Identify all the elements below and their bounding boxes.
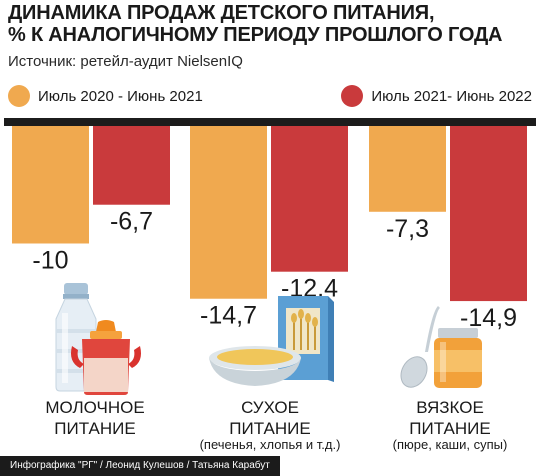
value-label-puree-period-1: -7,3	[386, 215, 429, 243]
baby-food-jar-icon	[434, 328, 482, 388]
category-sub-puree: (пюре, каши, супы)	[392, 437, 508, 452]
category-label-puree: ВЯЗКОЕ ПИТАНИЕ	[375, 397, 525, 439]
category-sub-dry: (печенья, хлопья и т.д.)	[199, 437, 341, 452]
spoon-icon	[400, 306, 440, 388]
bar-puree-period-1	[369, 126, 446, 212]
bar-dairy-period-2	[93, 126, 170, 205]
legend-label-period-2: Июль 2021- Июнь 2022	[371, 87, 532, 105]
category-label-dry-line2: ПИТАНИЕ	[229, 419, 311, 438]
value-label-dairy-period-2: -6,7	[110, 208, 153, 236]
legend-item-period-2: Июль 2021- Июнь 2022	[341, 84, 532, 108]
legend-item-period-1: Июль 2020 - Июнь 2021	[8, 84, 203, 108]
legend-swatch-period-2	[341, 85, 364, 107]
category-label-puree-line1: ВЯЗКОЕ	[416, 398, 484, 417]
porridge-bowl-icon	[209, 346, 301, 386]
legend-swatch-period-1	[8, 85, 30, 107]
value-label-dairy-period-1: -10	[32, 247, 68, 275]
category-label-puree-line2: ПИТАНИЕ	[409, 419, 491, 438]
sippy-cup-icon	[71, 320, 141, 395]
bar-dry-period-2	[271, 126, 348, 272]
category-label-dairy-line1: МОЛОЧНОЕ	[45, 398, 145, 417]
title-line-2: % К АНАЛОГИЧНОМУ ПЕРИОДУ ПРОШЛОГО ГОДА	[8, 24, 503, 46]
bar-dry-period-1	[190, 126, 267, 299]
category-label-dry-line1: СУХОЕ	[241, 398, 299, 417]
value-label-dry-period-1: -14,7	[200, 302, 257, 330]
title-line-1: ДИНАМИКА ПРОДАЖ ДЕТСКОГО ПИТАНИЯ,	[8, 2, 435, 24]
legend-label-period-1: Июль 2020 - Июнь 2021	[38, 87, 203, 105]
category-label-dairy: МОЛОЧНОЕ ПИТАНИЕ	[20, 397, 170, 439]
bars-layer	[12, 126, 527, 302]
credits-footer: Инфографика "РГ" / Леонид Кулешов / Тать…	[0, 456, 280, 476]
bar-puree-period-2	[450, 126, 527, 302]
category-label-dry: СУХОЕ ПИТАНИЕ	[195, 397, 345, 439]
category-label-dairy-line2: ПИТАНИЕ	[54, 419, 136, 438]
bar-dairy-period-1	[12, 126, 89, 244]
source-note: Источник: ретейл-аудит NielsenIQ	[8, 53, 243, 70]
chart-title: ДИНАМИКА ПРОДАЖ ДЕТСКОГО ПИТАНИЯ, % К АН…	[8, 2, 536, 46]
zero-axis-line	[4, 118, 536, 126]
